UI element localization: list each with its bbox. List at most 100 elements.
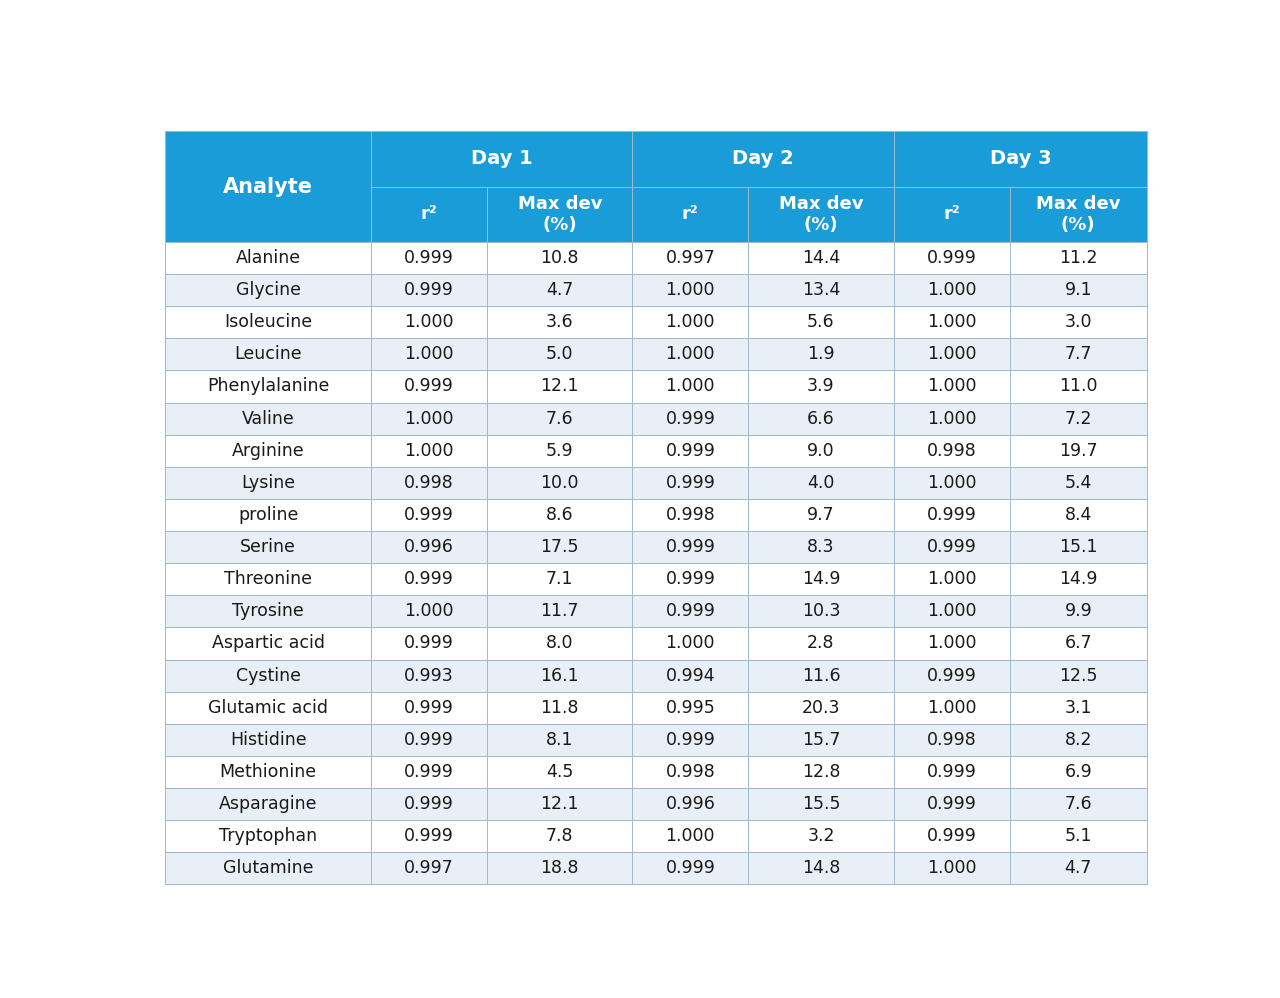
Bar [632,435,749,467]
Bar [165,132,371,242]
Text: 0.999: 0.999 [666,442,716,460]
Text: Leucine: Leucine [234,345,302,363]
Bar [371,435,488,467]
Text: 0.999: 0.999 [927,795,977,813]
Text: 0.999: 0.999 [404,377,454,395]
Text: 0.999: 0.999 [927,506,977,524]
Bar [371,531,488,563]
Text: 0.994: 0.994 [666,667,716,685]
Bar [893,563,1010,595]
Text: 10.8: 10.8 [540,250,579,267]
Bar [371,788,488,820]
Text: 8.2: 8.2 [1065,731,1092,748]
Text: Tyrosine: Tyrosine [232,603,303,621]
Text: r²: r² [943,206,960,224]
Bar [488,692,632,724]
Bar [165,338,371,370]
Text: 2.8: 2.8 [808,635,835,653]
Bar [632,820,749,852]
Bar [488,435,632,467]
Bar [1010,820,1147,852]
Text: 1.000: 1.000 [927,313,977,331]
Bar [1010,274,1147,306]
Text: 0.999: 0.999 [666,538,716,556]
Bar [893,788,1010,820]
Bar [165,435,371,467]
Bar [893,306,1010,338]
Bar [488,563,632,595]
Bar [632,242,749,274]
Bar [165,402,371,435]
Text: 1.000: 1.000 [404,603,454,621]
Text: Tryptophan: Tryptophan [219,827,317,845]
Bar [893,595,1010,628]
Text: 1.000: 1.000 [666,827,716,845]
Bar [371,274,488,306]
Text: 0.999: 0.999 [666,859,716,877]
Text: 5.0: 5.0 [547,345,573,363]
Bar [1010,531,1147,563]
Text: Threonine: Threonine [224,570,312,588]
Text: 12.1: 12.1 [540,377,579,395]
Text: 1.000: 1.000 [927,281,977,299]
Bar [488,242,632,274]
Text: 9.7: 9.7 [808,506,835,524]
Text: 7.2: 7.2 [1065,409,1092,427]
Text: 0.999: 0.999 [404,827,454,845]
Text: Lysine: Lysine [241,474,296,492]
Bar [632,788,749,820]
Bar [165,467,371,499]
Bar [165,531,371,563]
Bar [165,274,371,306]
Text: 3.6: 3.6 [547,313,573,331]
Text: 0.999: 0.999 [404,731,454,748]
Text: 1.000: 1.000 [927,377,977,395]
Text: 15.7: 15.7 [801,731,840,748]
Bar [371,595,488,628]
Bar [749,692,893,724]
Bar [632,628,749,660]
Bar [165,628,371,660]
Text: 1.000: 1.000 [927,635,977,653]
Bar [749,435,893,467]
Bar [632,370,749,402]
Text: 0.999: 0.999 [666,731,716,748]
Bar [371,370,488,402]
Text: 0.996: 0.996 [666,795,716,813]
Bar [371,242,488,274]
Text: 1.000: 1.000 [927,699,977,717]
Bar [165,499,371,531]
Text: 0.997: 0.997 [404,859,454,877]
Bar [165,370,371,402]
Text: 0.999: 0.999 [666,409,716,427]
Bar [165,852,371,884]
Bar [488,595,632,628]
Bar [1010,852,1147,884]
Bar [632,531,749,563]
Bar [632,755,749,788]
Bar [893,499,1010,531]
Bar [893,274,1010,306]
Bar [488,724,632,755]
Bar [749,467,893,499]
Bar [632,595,749,628]
Bar [893,724,1010,755]
Text: 4.5: 4.5 [547,762,573,781]
Text: Arginine: Arginine [232,442,305,460]
Bar [371,820,488,852]
Bar [893,338,1010,370]
Text: Phenylalanine: Phenylalanine [207,377,329,395]
Text: 0.999: 0.999 [666,570,716,588]
Text: Valine: Valine [242,409,294,427]
Bar [488,660,632,692]
Bar [165,242,371,274]
Text: 0.999: 0.999 [927,827,977,845]
Text: 12.5: 12.5 [1059,667,1097,685]
Text: 6.6: 6.6 [808,409,835,427]
Bar [749,852,893,884]
Bar [893,370,1010,402]
Bar [165,692,371,724]
Text: Day 1: Day 1 [471,150,532,169]
Text: 8.6: 8.6 [547,506,573,524]
Bar [1010,628,1147,660]
